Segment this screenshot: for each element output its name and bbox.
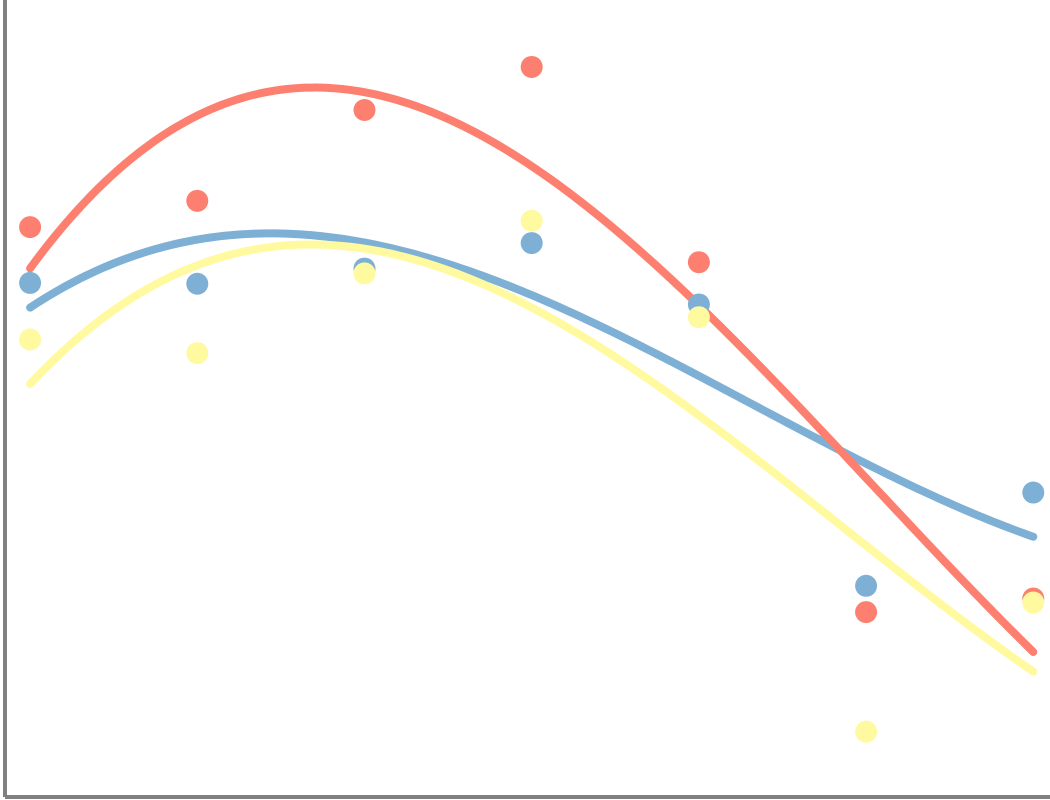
- series-3-fit-line: [26, 240, 1038, 676]
- series-2-point: [19, 216, 42, 239]
- fit-curves: [26, 83, 1038, 676]
- data-points: [19, 55, 1045, 743]
- series-3-point: [520, 209, 543, 232]
- series-1-point: [19, 271, 42, 294]
- series-1-point: [186, 272, 209, 295]
- series-3-point: [855, 720, 878, 743]
- series-1-point: [1022, 481, 1045, 504]
- series-2-point: [353, 98, 376, 121]
- series-2-point: [855, 601, 878, 624]
- series-1-fit-line: [26, 229, 1038, 541]
- series-2-point: [687, 251, 710, 274]
- series-2-fit-line: [26, 83, 1038, 656]
- series-3-point: [186, 342, 209, 365]
- series-3-point: [19, 328, 42, 351]
- series-1-point: [520, 232, 543, 255]
- series-1-point: [855, 574, 878, 597]
- series-3-point: [687, 306, 710, 329]
- series-2-point: [520, 55, 543, 78]
- series-3-point: [1022, 591, 1045, 614]
- series-3-point: [353, 262, 376, 285]
- series-2-point: [186, 189, 209, 212]
